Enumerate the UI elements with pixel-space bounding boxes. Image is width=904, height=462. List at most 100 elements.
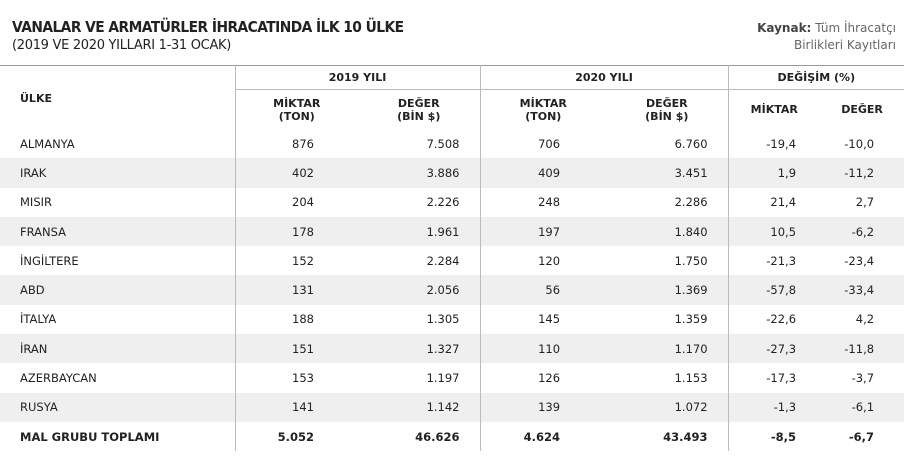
cell: 1.359 <box>674 312 708 327</box>
column-header: MİKTAR (TON) <box>234 89 358 129</box>
cell: 1.327 <box>426 341 460 356</box>
cell: 10,5 <box>727 216 821 247</box>
cell: 3.451 <box>674 165 708 180</box>
cell: -1,3 <box>727 392 821 422</box>
country-cell: AZERBAYCAN <box>20 371 97 386</box>
cell: 409 <box>479 158 607 188</box>
column-header: DEĞER (BİN $) <box>358 90 480 130</box>
cell: 139 <box>479 392 607 422</box>
country-cell: İNGİLTERE <box>20 253 79 268</box>
cell: 1.170 <box>674 341 708 356</box>
column-header-line: (BİN $) <box>397 109 441 123</box>
column-header-line: DEĞER <box>645 96 688 110</box>
cell: 876 <box>234 129 358 159</box>
column-header: MİKTAR (TON) <box>479 89 607 129</box>
country-cell: RUSYA <box>20 400 58 415</box>
table-row: ABD 131 2.056 56 1.369 -57,8 -33,4 <box>0 275 904 305</box>
column-header-line: DEĞER <box>841 103 883 116</box>
cell: -6,1 <box>851 400 875 415</box>
cell: 126 <box>479 363 607 393</box>
cell: 152 <box>234 246 358 276</box>
cell: -6,2 <box>851 224 875 239</box>
group-header: DEĞİŞİM (%) <box>727 65 904 90</box>
cell: 6.760 <box>674 136 708 151</box>
cell: -57,8 <box>727 275 821 305</box>
cell: -23,4 <box>844 253 875 268</box>
country-cell: IRAK <box>20 165 47 180</box>
table-row: MAL GRUBU TOPLAMI 5.052 46.626 4.624 43.493 -… <box>0 421 904 452</box>
cell: 56 <box>479 275 607 305</box>
table-row: ALMANYA 876 7.508 706 6.760 -19,4 -10,0 <box>0 129 904 159</box>
country-cell: MISIR <box>20 195 52 210</box>
cell: 141 <box>234 392 358 422</box>
table-row: AZERBAYCAN 153 1.197 126 1.153 -17,3 -3,7 <box>0 363 904 393</box>
cell: 1.153 <box>674 371 708 386</box>
cell: -11,8 <box>844 341 875 356</box>
cell: 153 <box>234 363 358 393</box>
country-cell: İRAN <box>20 341 48 356</box>
table-row: MISIR 204 2.226 248 2.286 21,4 2,7 <box>0 187 904 217</box>
source-line: Tüm İhracatçı <box>815 21 896 35</box>
cell: 2.284 <box>426 253 460 268</box>
cell: 178 <box>234 216 358 247</box>
cell: 1.840 <box>674 224 708 239</box>
source-label: Kaynak: <box>757 21 812 35</box>
table-row: FRANSA 178 1.961 197 1.840 10,5 -6,2 <box>0 216 904 247</box>
cell: -3,7 <box>851 371 875 386</box>
country-cell: ABD <box>20 283 45 298</box>
cell: 1,9 <box>727 158 821 188</box>
cell: 1.197 <box>426 371 460 386</box>
cell: 1.142 <box>426 400 460 415</box>
cell: -17,3 <box>727 363 821 393</box>
cell: 145 <box>479 304 607 335</box>
cell: 3.886 <box>426 165 460 180</box>
source-line: Birlikleri Kayıtları <box>793 38 896 52</box>
column-header-line: MİKTAR <box>750 103 798 116</box>
cell: 402 <box>234 158 358 188</box>
cell: -6,7 <box>848 429 875 444</box>
cell: 120 <box>479 246 607 276</box>
cell: 2.226 <box>426 195 460 210</box>
cell: -11,2 <box>844 165 875 180</box>
cell: 2.056 <box>426 283 460 298</box>
cell: 7.508 <box>426 136 460 151</box>
cell: -10,0 <box>844 136 875 151</box>
cell: -21,3 <box>727 246 821 276</box>
column-header-line: (BİN $) <box>645 109 689 123</box>
title: VANALAR VE ARMATÜRLER İHRACATINDA İLK 10… <box>12 18 404 36</box>
column-header: MİKTAR <box>727 89 821 129</box>
source: Kaynak: Tüm İhracatçı Birlikleri Kayıtla… <box>757 20 896 54</box>
column-header-line: DEĞER <box>397 96 440 110</box>
column-header: DEĞER (BİN $) <box>606 90 728 130</box>
table-row: İRAN 151 1.327 110 1.170 -27,3 -11,8 <box>0 334 904 364</box>
cell: 204 <box>234 187 358 217</box>
cell: -22,6 <box>727 304 821 335</box>
table-head: ÜLKE 2019 YILI 2020 YILI DEĞİŞİM (%) MİK… <box>0 65 904 130</box>
column-header: DEĞER <box>820 90 904 130</box>
cell: 131 <box>234 275 358 305</box>
country-cell: İTALYA <box>20 312 57 327</box>
data-table: ÜLKE 2019 YILI 2020 YILI DEĞİŞİM (%) MİK… <box>0 65 904 452</box>
country-header: ÜLKE <box>20 92 52 105</box>
cell: -27,3 <box>727 334 821 364</box>
table-row: RUSYA 141 1.142 139 1.072 -1,3 -6,1 <box>0 392 904 422</box>
column-header-row: MİKTAR (TON) DEĞER (BİN $) MİKTAR (TON) DEĞER(… <box>0 89 904 130</box>
cell: 46.626 <box>415 429 460 444</box>
table-row: İTALYA 188 1.305 145 1.359 -22,6 4,2 <box>0 304 904 335</box>
country-cell: FRANSA <box>20 224 66 239</box>
column-header-line: (TON) <box>278 109 315 123</box>
cell: 2,7 <box>855 195 875 210</box>
country-cell: MAL GRUBU TOPLAMI <box>20 429 160 444</box>
cell: -19,4 <box>727 129 821 159</box>
cell: 2.286 <box>674 195 708 210</box>
cell: 151 <box>234 334 358 364</box>
cell: 110 <box>479 334 607 364</box>
group-header: 2020 YILI <box>479 65 729 90</box>
table-row: İNGİLTERE 152 2.284 120 1.750 -21,3 -23,4 <box>0 246 904 276</box>
cell: 248 <box>479 187 607 217</box>
table-body: ALMANYA 876 7.508 706 6.760 -19,4 -10,0 IRAK 402… <box>0 129 904 452</box>
table-row: IRAK 402 3.886 409 3.451 1,9 -11,2 <box>0 158 904 188</box>
cell: 5.052 <box>234 421 358 452</box>
cell: 4,2 <box>855 312 875 327</box>
